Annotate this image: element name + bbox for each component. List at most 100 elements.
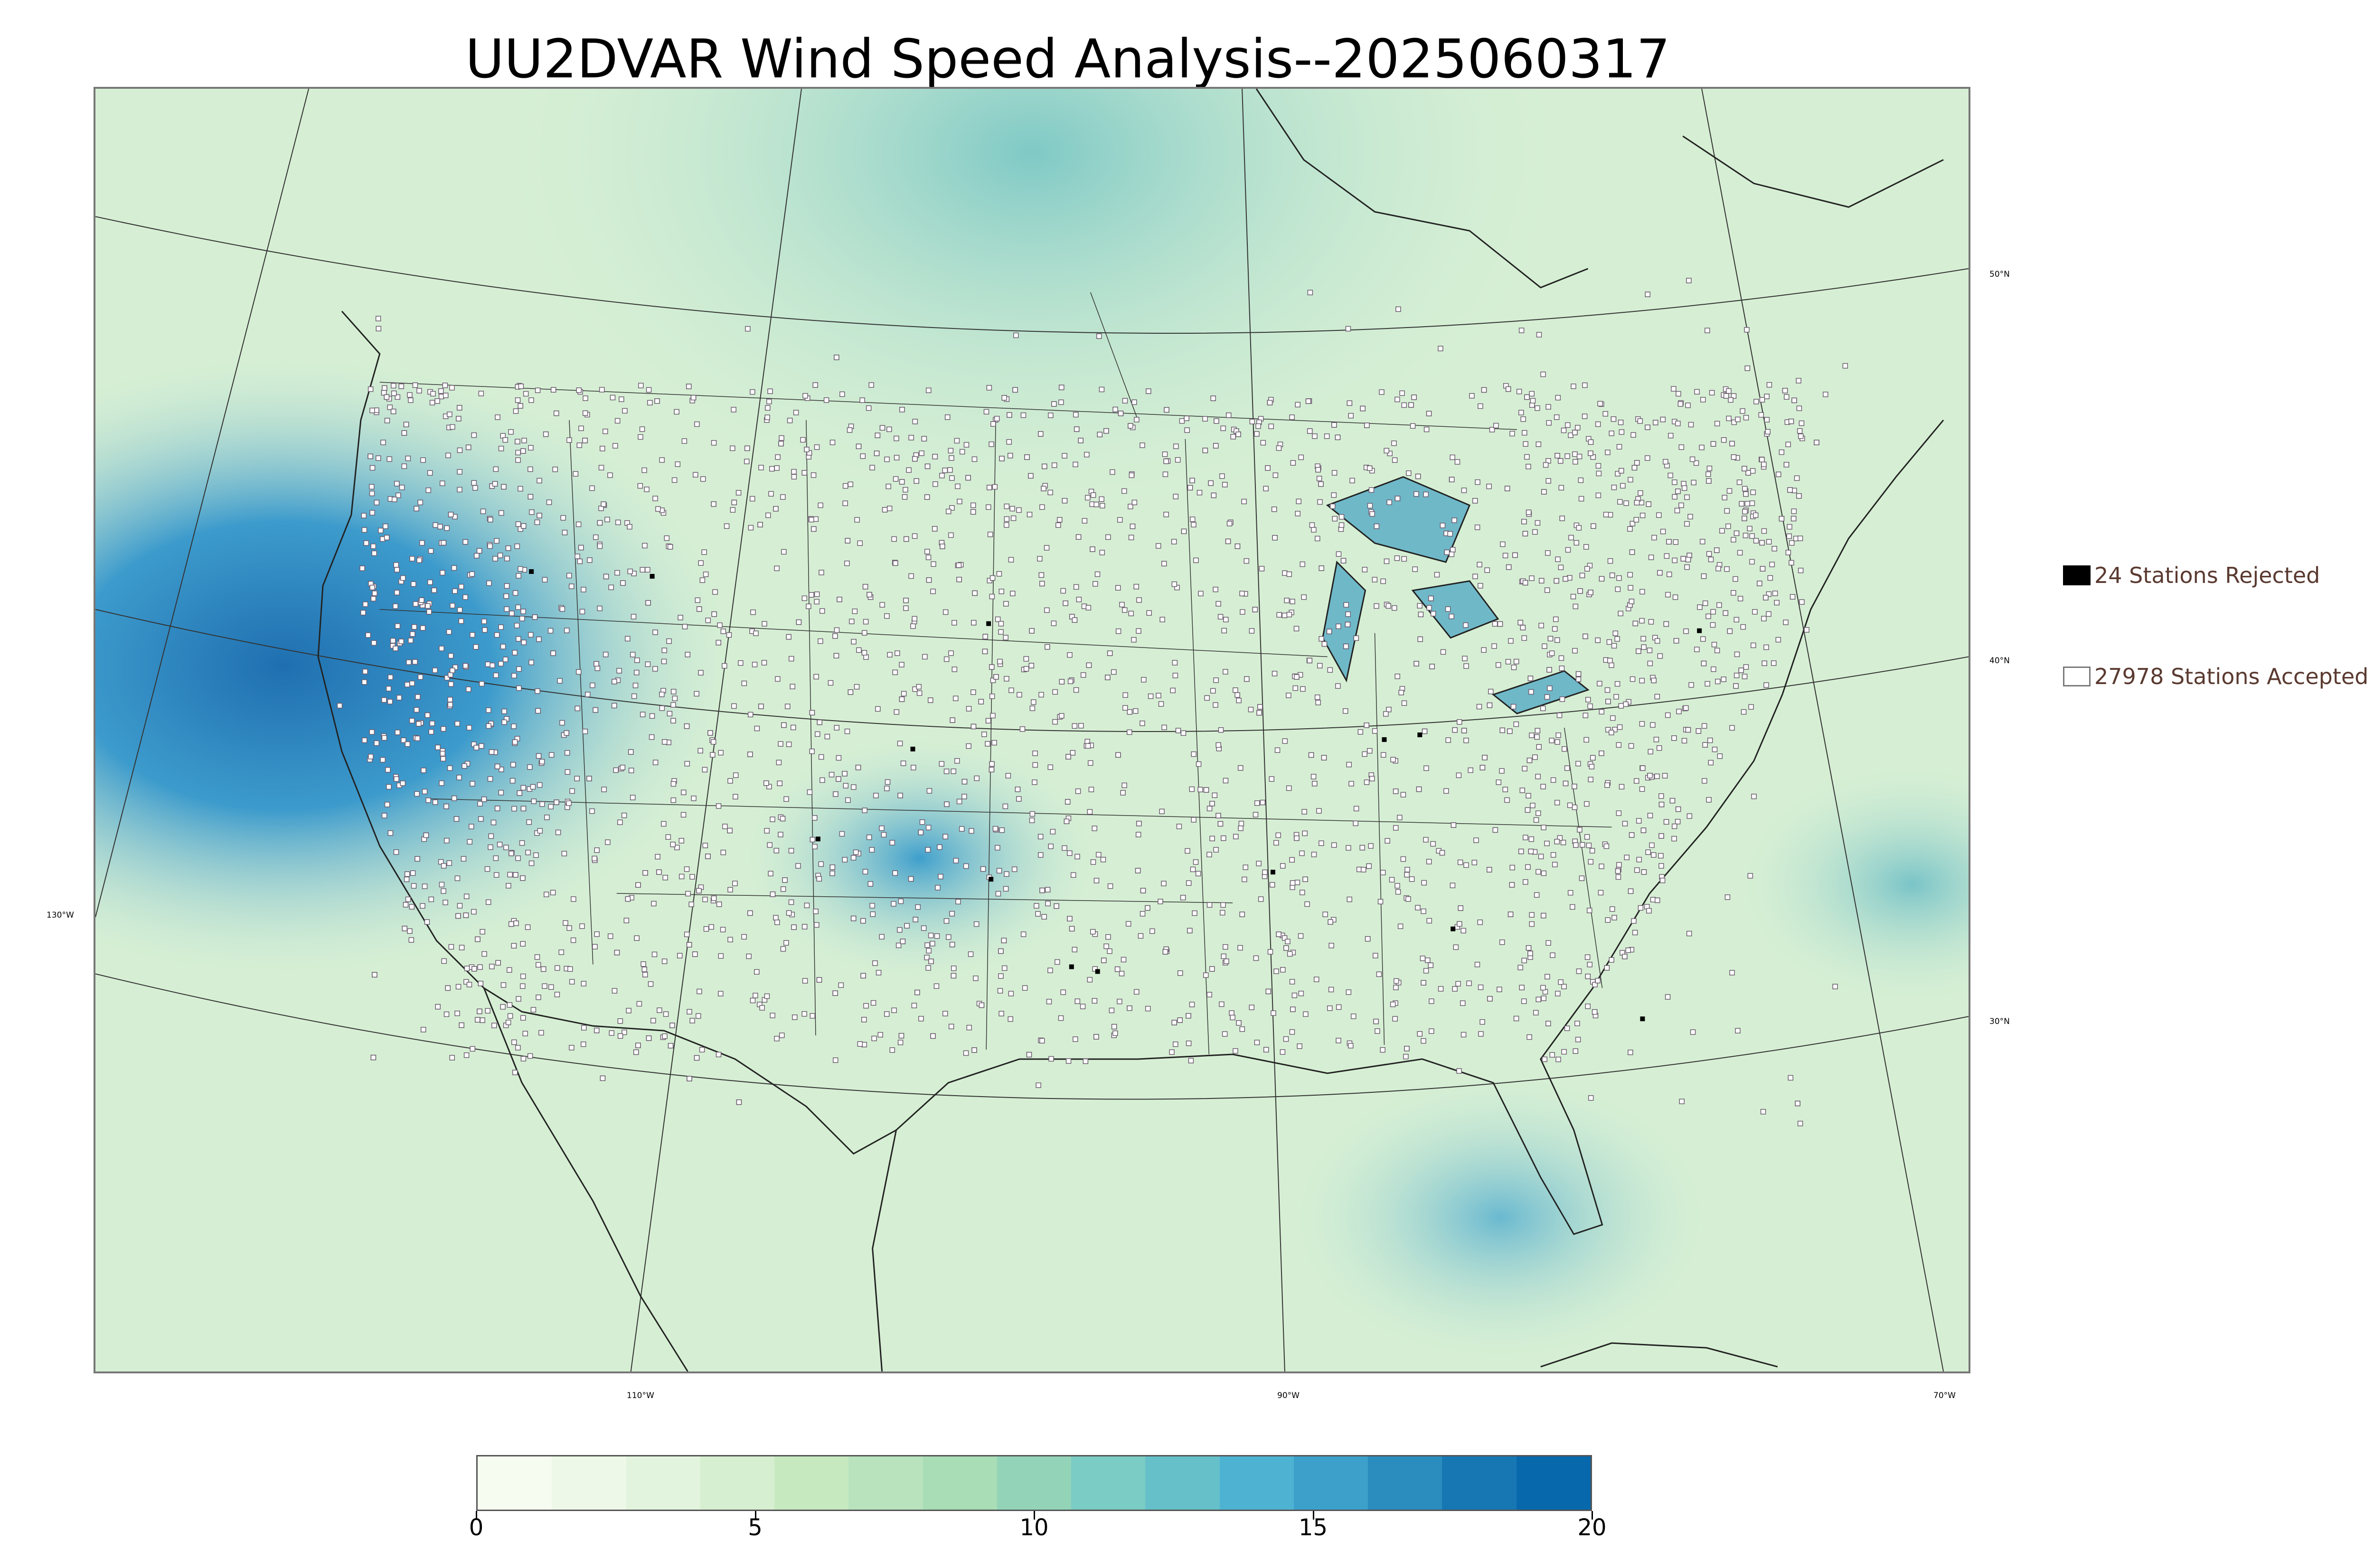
station-marker: [1476, 704, 1482, 710]
station-marker: [559, 606, 565, 612]
station-marker: [839, 831, 845, 837]
station-marker: [1259, 566, 1265, 572]
station-marker: [1348, 413, 1354, 419]
station-marker: [515, 855, 521, 861]
station-marker: [1215, 742, 1221, 748]
station-marker: [498, 789, 504, 796]
station-marker: [1549, 1052, 1555, 1058]
station-marker: [1597, 681, 1602, 686]
station-marker: [443, 1011, 450, 1017]
colorbar-segment-9: [1145, 1456, 1220, 1510]
station-marker: [513, 920, 519, 926]
station-marker: [884, 613, 890, 619]
station-marker: [537, 828, 543, 834]
station-marker: [1779, 516, 1785, 522]
station-marker: [1492, 621, 1498, 627]
station-marker: [469, 571, 475, 577]
station-marker: [1322, 911, 1328, 917]
station-marker: [708, 924, 715, 930]
station-marker: [1384, 558, 1390, 564]
station-marker: [1724, 508, 1730, 514]
station-marker: [361, 679, 367, 685]
station-marker: [1646, 908, 1652, 914]
station-marker: [504, 583, 510, 589]
station-marker: [1529, 732, 1535, 738]
station-marker: [1411, 394, 1417, 400]
station-marker: [1530, 802, 1536, 808]
station-marker: [1786, 533, 1792, 539]
station-marker: [1449, 551, 1455, 557]
station-marker: [1430, 841, 1436, 847]
station-marker: [659, 705, 665, 711]
station-marker: [1100, 856, 1106, 863]
station-marker: [583, 395, 588, 401]
station-marker: [493, 672, 499, 678]
station-marker: [812, 382, 818, 388]
station-marker: [893, 560, 898, 566]
station-marker: [1614, 681, 1620, 687]
station-marker: [928, 958, 934, 964]
station-marker: [1044, 607, 1050, 613]
station-marker: [1534, 892, 1540, 898]
station-marker: [441, 540, 447, 546]
station-marker: [1067, 916, 1073, 921]
station-marker: [1173, 494, 1179, 499]
station-marker: [925, 825, 932, 831]
station-marker: [1146, 610, 1152, 616]
station-marker: [1545, 974, 1550, 980]
station-marker: [1417, 603, 1423, 609]
station-marker: [1364, 779, 1370, 785]
station-marker: [718, 750, 724, 756]
station-marker: [1253, 812, 1259, 817]
station-marker: [1610, 715, 1616, 721]
station-marker: [501, 719, 507, 725]
station-marker: [1521, 635, 1527, 641]
station-marker: [848, 689, 854, 695]
station-marker: [506, 883, 511, 889]
station-marker: [897, 741, 903, 746]
station-marker: [1633, 778, 1639, 784]
station-marker: [1529, 912, 1535, 918]
station-marker: [910, 623, 916, 629]
station-marker: [787, 417, 793, 423]
station-marker: [702, 896, 708, 902]
station-marker: [1072, 723, 1078, 729]
station-marker: [1404, 1046, 1410, 1052]
station-marker: [995, 891, 1001, 897]
station-marker: [457, 903, 463, 909]
station-marker: [1062, 845, 1067, 851]
station-marker: [1012, 387, 1018, 393]
station-marker: [804, 447, 810, 452]
station-marker: [457, 469, 462, 475]
station-marker: [681, 789, 687, 795]
station-marker: [1105, 934, 1111, 940]
station-marker: [1401, 700, 1407, 706]
station-marker: [1129, 472, 1135, 478]
station-marker: [1244, 676, 1250, 682]
station-marker: [455, 984, 462, 990]
station-marker: [530, 1007, 537, 1013]
station-marker: [1526, 793, 1531, 798]
station-marker: [1004, 503, 1010, 509]
station-marker: [1671, 386, 1677, 392]
station-marker: [597, 605, 603, 611]
station-marker: [1705, 613, 1711, 620]
station-marker: [726, 632, 732, 638]
station-marker: [1315, 700, 1321, 705]
station-marker: [783, 796, 789, 802]
station-marker: [1280, 967, 1286, 973]
station-marker: [1099, 496, 1104, 502]
station-marker: [369, 465, 376, 471]
station-marker: [1364, 722, 1369, 728]
station-marker: [1047, 489, 1053, 496]
station-marker: [1524, 394, 1530, 400]
colorbar-segment-14: [1516, 1456, 1591, 1510]
station-marker: [1710, 609, 1716, 615]
station-marker: [1634, 500, 1640, 506]
station-marker: [675, 461, 681, 467]
station-marker: [1540, 784, 1546, 789]
station-marker: [474, 553, 480, 559]
station-marker: [1717, 753, 1723, 759]
station-marker: [520, 609, 526, 614]
station-marker: [1379, 389, 1385, 395]
